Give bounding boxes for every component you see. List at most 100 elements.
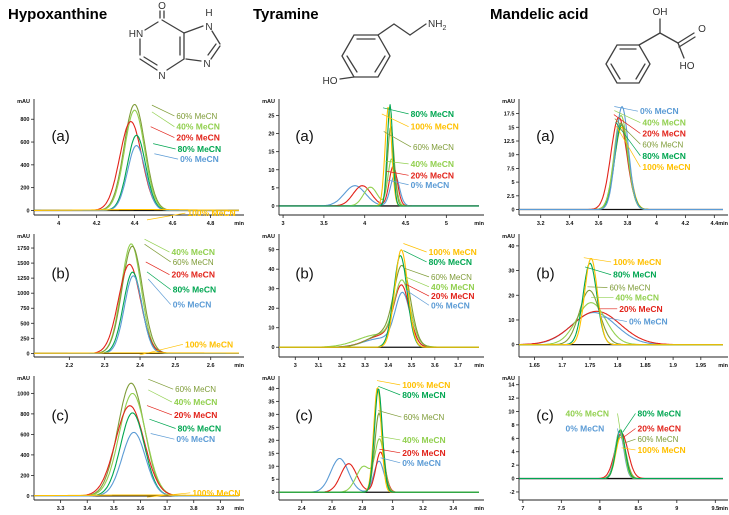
x-tick-label: 4.2 [93,221,101,227]
legend-label-40-mecn: 40% MeCN [176,122,219,132]
y-tick-label: 200 [20,186,29,192]
legend-leader-line [381,113,409,128]
legend-leader-line [403,250,427,263]
trace-20-mecn [519,432,723,480]
x-tick-label: 3.2 [419,506,427,512]
legend-leader-line [382,107,409,115]
atom-label-ho: HO [680,61,695,72]
x-tick-label: 3.4 [384,363,393,369]
legend-leader-line [613,114,641,134]
x-tick-label: 4.2 [682,221,690,227]
legend-leader-line [615,121,641,156]
legend-label-0-mecn: 0% MeCN [173,300,212,310]
legend-leader-line [376,380,401,386]
y-tick-label: 1000 [17,391,29,397]
y-tick-label: 10 [268,326,274,332]
chromatogram-hypoxanthine-a: mAU 0 200 400 600 800 4 4.2 4.4 4.6 4.8 min (a) 60% M… [17,99,245,227]
legend-leader-line [622,413,636,433]
x-tick-label: 4 [57,221,61,227]
panel-label: (c) [51,408,68,425]
atom-label-o: O [698,24,706,35]
legend-label-60-mecn: 60% MeCN [431,273,472,282]
y-tick-label: -2 [510,490,515,496]
x-axis-unit: min [718,363,728,369]
legend-label-20-mecn: 20% MeCN [176,133,219,143]
y-tick-label: 20 [268,306,274,312]
legend-leader-line [144,238,170,253]
atom-label-nh2: NH2 [428,19,446,32]
legend-label-60-mecn: 60% MeCN [175,385,216,394]
legend-label-40-mecn: 40% MeCN [431,282,474,292]
x-tick-label: 3 [282,221,285,227]
chromatogram-mandelic-acid-b: mAU 0 10 20 30 40 1.65 1.7 1.75 1.8 1.85 1.9 1.95 min… [502,234,729,369]
legend-label-80-mecn: 80% MeCN [173,285,216,295]
legend-label-100-mecn: 100% MeCN [613,257,661,267]
legend-label-100-mecn: 100% MeCN [402,380,450,390]
legend-label-100-mecn: 100% MeCN [192,488,240,498]
legend-label-0-mecn: 0% MeCN [566,423,605,433]
legend-label-40-mecn: 40% MeCN [402,435,445,445]
panel-label: (b) [295,265,313,282]
y-tick-label: 50 [268,248,274,254]
y-tick-label: 25 [268,113,274,119]
legend-label-0-mecn: 0% MeCN [640,106,679,116]
y-tick-label: 400 [20,453,29,459]
legend-label-60-mecn: 60% MeCN [176,112,217,121]
legend-leader-line [405,283,430,297]
y-tick-label: 0 [511,477,514,483]
legend-label-100-mecn: 100% MeCN [429,247,477,257]
y-tick-label: 1500 [17,261,29,267]
x-tick-label: 3.2 [338,363,346,369]
legend-leader-line [600,316,628,322]
legend-leader-line [379,436,401,441]
y-tick-label: 20 [508,293,514,299]
legend-leader-line [151,104,175,117]
panel-label: (c) [295,408,313,425]
chromatogram-mandelic-acid-a: mAU 0 2.5 5 7.5 10 12.5 15 17.5 3.2 3.4 3.6 3.8 4 4.2 4… [502,99,729,227]
y-tick-label: 25 [268,425,274,431]
y-tick-label: 30 [268,412,274,418]
x-tick-label: 3.6 [137,506,145,512]
x-tick-label: 2.4 [136,363,145,369]
legend-label-80-mecn: 80% MeCN [642,151,685,161]
legend-leader-line [150,126,175,138]
x-tick-label: 3.7 [163,506,171,512]
legend-label-40-mecn: 40% MeCN [642,118,685,128]
legend-leader-line [139,343,184,356]
trace-60-mecn [519,434,723,480]
y-tick-label: 600 [20,140,29,146]
legend-label-40-mecn: 40% MeCN [172,247,215,257]
legend-leader-line [387,179,409,186]
legend-leader-line [148,389,173,403]
y-tick-label: 0 [511,208,514,214]
y-tick-label: 10 [268,464,274,470]
legend-leader-line [383,131,412,148]
chromatogram-hypoxanthine-b: mAU 0 250 500 750 1000 1250 1500 1750 2.2 2.3 2.4 2.… [17,234,245,369]
x-tick-label: 1.85 [640,363,651,369]
legend-leader-line [617,428,620,438]
x-axis-unit: min [234,506,244,512]
x-tick-label: 3.5 [110,506,118,512]
y-tick-label: 6 [511,436,514,442]
legend-label-80-mecn: 80% MeCN [638,408,681,418]
y-tick-label: 30 [268,287,274,293]
legend-leader-line [584,266,612,276]
legend-leader-line [150,433,175,440]
legend-label-80-mecn: 80% MeCN [613,270,656,280]
legend-label-20-mecn: 20% MeCN [638,423,681,433]
legend-leader-line [614,106,639,112]
legend-leader-line [622,428,636,439]
y-tick-label: 2 [511,463,514,469]
y-axis-unit: mAU [502,99,515,105]
legend-leader-line [380,457,401,464]
legend-leader-line [622,438,636,444]
y-tick-label: 8 [511,423,514,429]
legend-label-80-mecn: 80% MeCN [402,390,445,400]
x-tick-label: 3.7 [454,363,462,369]
y-tick-label: 40 [268,267,274,273]
legend-leader-line [404,268,430,278]
x-tick-label: 2.6 [207,363,215,369]
x-tick-label: 2.3 [101,363,109,369]
atom-label-n-top: N [205,22,212,33]
